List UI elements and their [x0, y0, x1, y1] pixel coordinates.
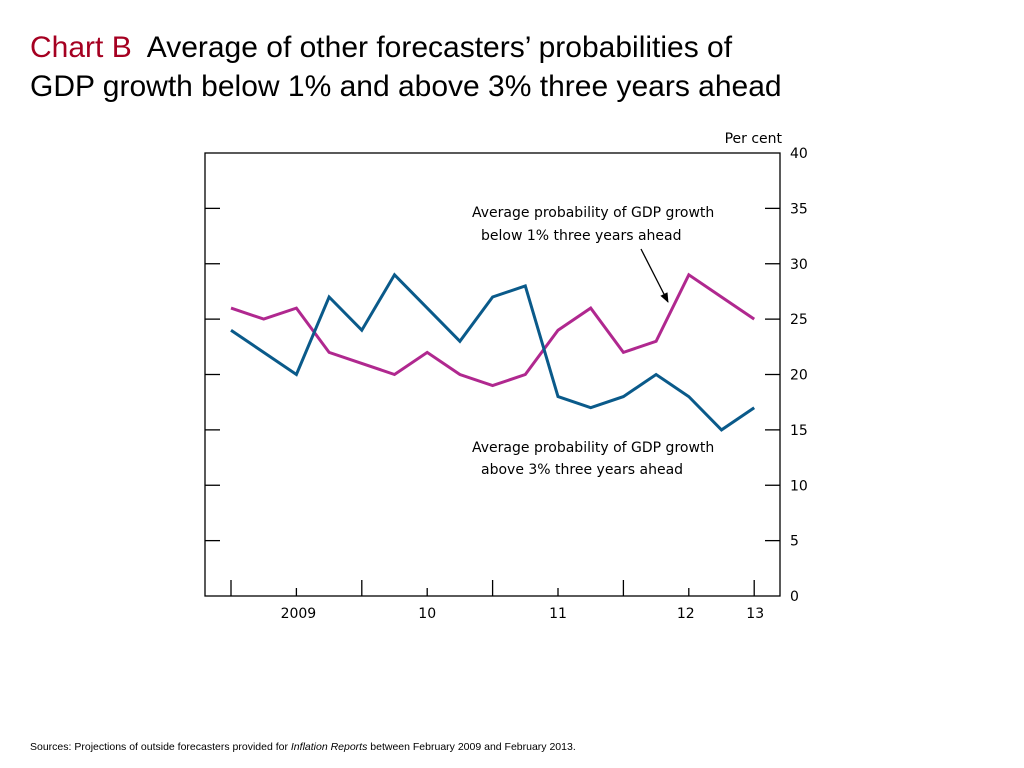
y-tick-label: 25	[790, 312, 808, 328]
y-axis-unit-label: Per cent	[725, 131, 783, 147]
series-line-below	[230, 272, 756, 388]
series-line-above	[230, 272, 756, 432]
x-tick-label: 12	[677, 606, 695, 622]
y-tick-label: 40	[790, 146, 808, 162]
series-lines	[230, 272, 756, 432]
x-axis-ticks	[230, 580, 755, 596]
y-tick-label: 30	[790, 257, 808, 273]
chart-title-prefix: Chart B	[30, 31, 132, 64]
source-note: Sources: Projections of outside forecast…	[30, 741, 576, 753]
chart-title-line1: Average of other forecasters’ probabilit…	[146, 31, 733, 64]
y-tick-label: 0	[790, 589, 799, 605]
source-note-label: Sources: Projections of outside forecast…	[30, 741, 291, 753]
x-tick-label: 11	[549, 606, 567, 622]
y-axis-tick-labels: 0 5 10 15 20 25 30 35 40	[790, 146, 808, 605]
source-note-suffix: between February 2009 and February 2013.	[367, 741, 576, 753]
x-tick-label: 2009	[281, 606, 317, 622]
source-note-italic: Inflation Reports	[290, 741, 368, 753]
y-tick-label: 10	[790, 478, 808, 494]
x-axis-tick-labels: 2009 10 11 12 13	[281, 606, 765, 622]
chart-title-line2: GDP growth below 1% and above 3% three y…	[30, 70, 782, 103]
x-tick-label: 13	[746, 606, 764, 622]
series-label-above-line2: above 3% three years ahead	[481, 462, 683, 478]
series-label-below: Average probability of GDP growth below …	[472, 205, 714, 244]
y-tick-label: 20	[790, 368, 808, 384]
annotation-arrow	[640, 248, 669, 303]
series-label-above: Average probability of GDP growth above …	[472, 440, 714, 478]
y-tick-label: 5	[790, 534, 799, 550]
y-tick-label: 15	[790, 423, 808, 439]
series-label-above-line1: Average probability of GDP growth	[472, 440, 714, 456]
series-label-below-line2: below 1% three years ahead	[481, 228, 682, 244]
y-axis-ticks	[205, 207, 780, 542]
chart-title: Chart B Average of other forecasters’ pr…	[30, 28, 990, 106]
x-tick-label: 10	[418, 606, 436, 622]
y-tick-label: 35	[790, 201, 808, 217]
series-label-below-line1: Average probability of GDP growth	[472, 205, 714, 221]
